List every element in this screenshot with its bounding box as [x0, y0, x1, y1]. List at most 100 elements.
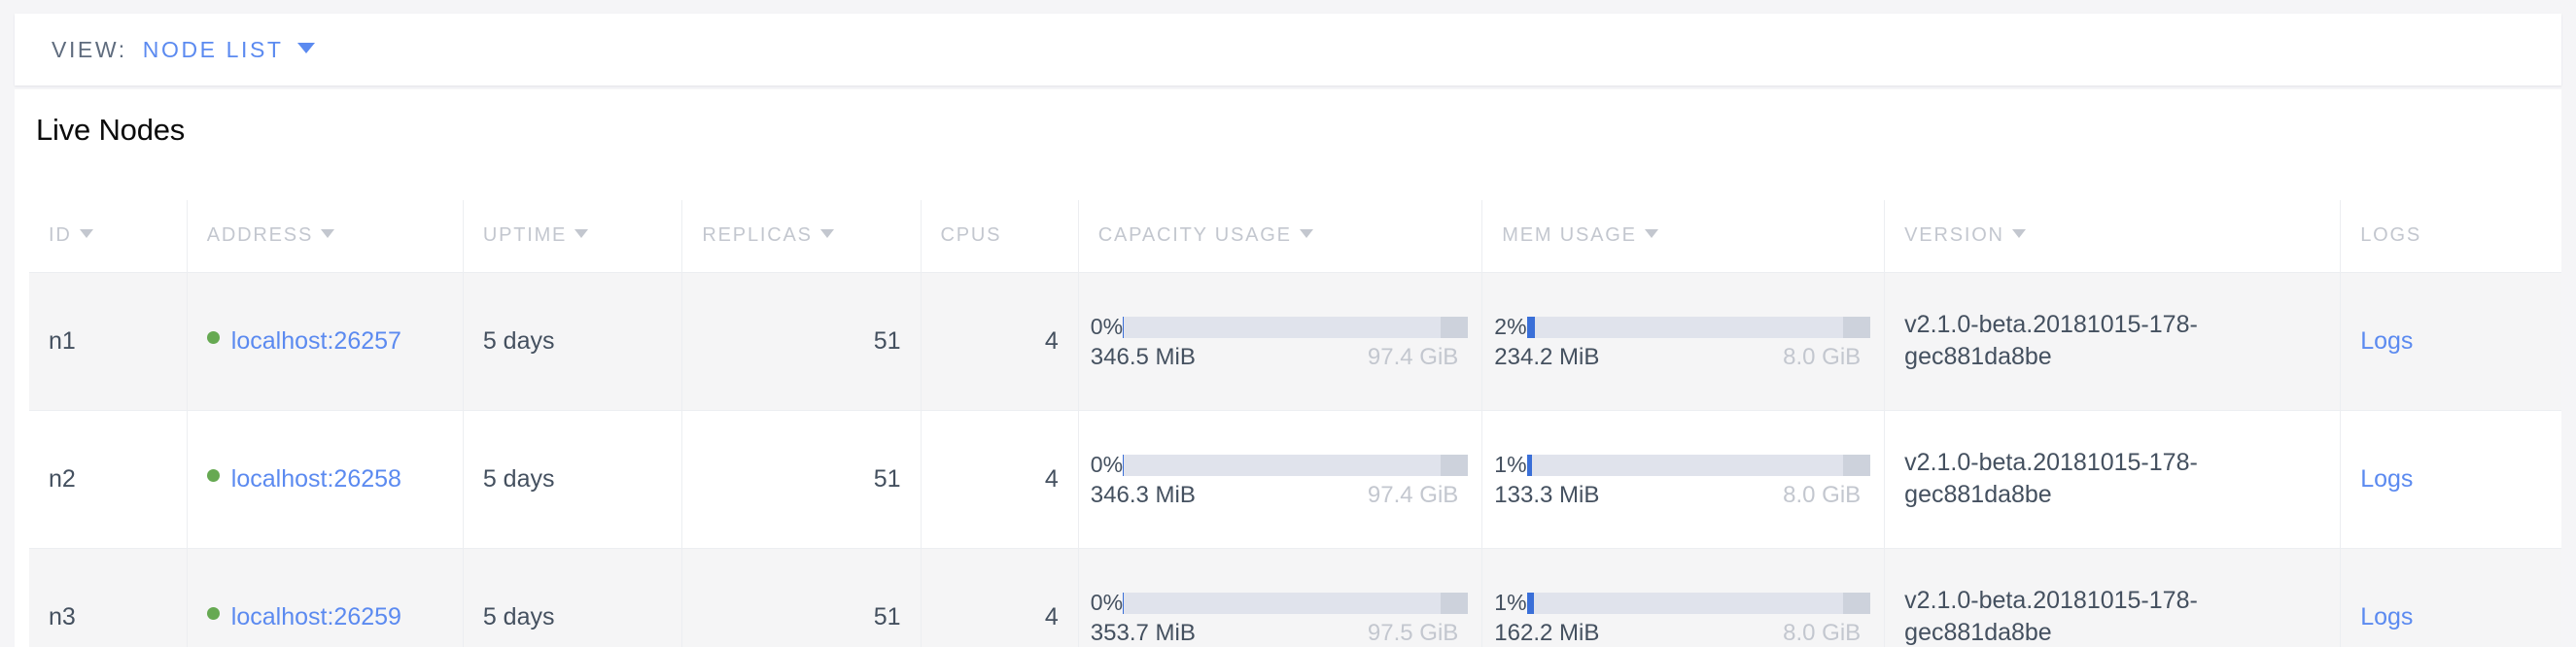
capacity-used-label: 353.7 MiB: [1090, 620, 1196, 646]
table-body: n1 localhost:26257 5 days 51 4 0%: [29, 272, 2561, 647]
cell-replicas: 51: [681, 548, 921, 647]
column-header-id-label: ID: [49, 224, 72, 247]
mem-used-label: 234.2 MiB: [1494, 344, 1600, 370]
mem-bar-track: [1526, 593, 1871, 614]
mem-bar-fill: [1526, 593, 1534, 614]
address-link[interactable]: localhost:26258: [230, 464, 401, 493]
logs-link[interactable]: Logs: [2360, 464, 2414, 493]
capacity-total-label: 97.5 GiB: [1367, 620, 1459, 646]
table-header: ID ADDRESS UPTIME REPLICAS CPUS: [29, 200, 2561, 273]
column-header-capacity-usage[interactable]: CAPACITY USAGE: [1077, 200, 1482, 273]
address-link[interactable]: localhost:26259: [230, 602, 401, 630]
cell-capacity-usage: 0% 346.3 MiB 97.4 GiB: [1077, 410, 1482, 549]
column-header-replicas[interactable]: REPLICAS: [681, 200, 921, 273]
cell-cpus: 4: [920, 272, 1079, 411]
cell-version: v2.1.0-beta.20181015-178-gec881da8be: [1884, 272, 2341, 411]
sort-caret-icon[interactable]: [1299, 229, 1313, 239]
cell-mem-usage: 2% 234.2 MiB 8.0 GiB: [1481, 272, 1885, 411]
cell-address: localhost:26258: [186, 410, 464, 549]
sort-caret-icon[interactable]: [2011, 229, 2026, 239]
column-header-cpus-label: CPUS: [940, 224, 1002, 247]
mem-bar-fill: [1526, 317, 1536, 338]
cell-uptime: 5 days: [462, 272, 682, 411]
cell-uptime: 5 days: [462, 410, 682, 549]
capacity-total-label: 97.4 GiB: [1367, 482, 1459, 508]
cell-node-id: n2: [29, 410, 188, 549]
mem-bar-cap: [1843, 317, 1871, 338]
cell-logs: Logs: [2340, 272, 2561, 411]
capacity-bar-cap: [1441, 317, 1469, 338]
capacity-bar-fill: [1123, 455, 1125, 476]
column-header-address[interactable]: ADDRESS: [186, 200, 464, 273]
mem-total-label: 8.0 GiB: [1783, 482, 1862, 508]
status-live-icon: [206, 606, 220, 620]
version-label: v2.1.0-beta.20181015-178-gec881da8be: [1904, 587, 2198, 646]
cell-version: v2.1.0-beta.20181015-178-gec881da8be: [1884, 410, 2341, 549]
column-header-cpus[interactable]: CPUS: [920, 200, 1079, 273]
capacity-bar-track: [1123, 455, 1469, 476]
column-header-id[interactable]: ID: [29, 200, 188, 273]
table-header-row: ID ADDRESS UPTIME REPLICAS CPUS: [29, 200, 2561, 273]
capacity-used-label: 346.3 MiB: [1090, 482, 1196, 508]
cell-cpus: 4: [920, 548, 1079, 647]
cell-logs: Logs: [2340, 548, 2561, 647]
view-label: VIEW:: [52, 36, 127, 62]
sort-caret-icon[interactable]: [1644, 229, 1658, 239]
column-header-uptime-label: UPTIME: [482, 224, 568, 247]
capacity-used-label: 346.5 MiB: [1090, 344, 1196, 370]
cell-mem-usage: 1% 133.3 MiB 8.0 GiB: [1481, 410, 1885, 549]
status-live-icon: [206, 468, 220, 482]
column-header-uptime[interactable]: UPTIME: [462, 200, 682, 273]
mem-total-label: 8.0 GiB: [1783, 344, 1862, 370]
table-row: n2 localhost:26258 5 days 51 4 0%: [29, 410, 2561, 549]
column-header-version[interactable]: VERSION: [1884, 200, 2341, 273]
column-header-logs-label: LOGS: [2360, 224, 2421, 247]
capacity-bar-fill: [1123, 593, 1125, 614]
view-selector-value[interactable]: NODE LIST: [142, 36, 284, 62]
column-header-mem-usage[interactable]: MEM USAGE: [1481, 200, 1885, 273]
logs-link[interactable]: Logs: [2360, 326, 2414, 355]
cell-replicas: 51: [681, 410, 921, 549]
cell-node-id: n3: [29, 548, 188, 647]
cell-uptime: 5 days: [462, 548, 682, 647]
mem-percent-label: 1%: [1494, 452, 1527, 477]
address-link[interactable]: localhost:26257: [230, 326, 401, 355]
cell-replicas: 51: [681, 272, 921, 411]
view-selector-bar: VIEW: NODE LIST: [15, 14, 2561, 85]
version-label: v2.1.0-beta.20181015-178-gec881da8be: [1904, 311, 2198, 370]
column-header-version-label: VERSION: [1904, 224, 2004, 247]
capacity-bar-cap: [1441, 455, 1469, 476]
cell-version: v2.1.0-beta.20181015-178-gec881da8be: [1884, 548, 2341, 647]
mem-bar-cap: [1843, 593, 1871, 614]
mem-percent-label: 1%: [1494, 590, 1527, 615]
column-header-address-label: ADDRESS: [206, 224, 314, 247]
cell-cpus: 4: [920, 410, 1079, 549]
chevron-down-icon[interactable]: [296, 42, 315, 53]
sort-caret-icon[interactable]: [79, 229, 93, 239]
mem-bar-track: [1526, 455, 1871, 476]
sort-caret-icon[interactable]: [819, 229, 834, 239]
table-row: n1 localhost:26257 5 days 51 4 0%: [29, 272, 2561, 411]
status-live-icon: [206, 330, 220, 344]
sort-caret-icon[interactable]: [574, 229, 589, 239]
logs-link[interactable]: Logs: [2360, 602, 2414, 630]
mem-used-label: 133.3 MiB: [1494, 482, 1600, 508]
mem-total-label: 8.0 GiB: [1783, 620, 1862, 646]
capacity-percent-label: 0%: [1090, 590, 1124, 615]
column-header-capacity-usage-label: CAPACITY USAGE: [1097, 224, 1292, 247]
version-label: v2.1.0-beta.20181015-178-gec881da8be: [1904, 449, 2198, 508]
capacity-bar-fill: [1123, 317, 1125, 338]
sort-caret-icon[interactable]: [321, 229, 335, 239]
mem-bar-track: [1526, 317, 1871, 338]
cell-capacity-usage: 0% 353.7 MiB 97.5 GiB: [1077, 548, 1482, 647]
mem-used-label: 162.2 MiB: [1494, 620, 1600, 646]
page-title: Live Nodes: [36, 113, 186, 147]
capacity-percent-label: 0%: [1090, 314, 1124, 339]
column-header-replicas-label: REPLICAS: [702, 224, 813, 247]
cell-capacity-usage: 0% 346.5 MiB 97.4 GiB: [1077, 272, 1482, 411]
column-header-logs: LOGS: [2340, 200, 2561, 273]
cell-logs: Logs: [2340, 410, 2561, 549]
cell-mem-usage: 1% 162.2 MiB 8.0 GiB: [1481, 548, 1885, 647]
cell-address: localhost:26257: [186, 272, 464, 411]
